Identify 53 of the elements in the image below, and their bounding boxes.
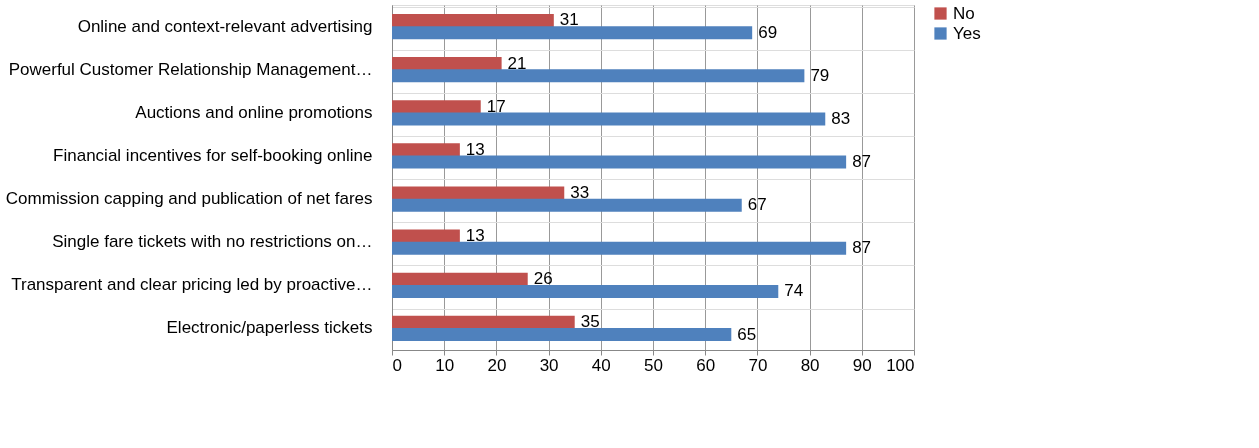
bar <box>392 272 528 286</box>
data-label: 69 <box>758 22 778 42</box>
x-tick-label: 60 <box>696 355 716 375</box>
bar <box>392 14 554 27</box>
y-tick-label: Transparent and clear pricing led by proactive… <box>11 275 373 295</box>
x-tick-label: 0 <box>392 355 402 375</box>
bar <box>392 112 826 126</box>
bar <box>392 315 575 329</box>
bar <box>392 186 565 200</box>
x-tick-label: 30 <box>539 355 559 375</box>
y-tick-label: Commission capping and publication of net fares <box>5 189 373 209</box>
data-label: 33 <box>570 183 590 202</box>
data-label: 17 <box>486 96 506 116</box>
data-label: 13 <box>465 226 485 246</box>
x-tick-label: 50 <box>644 355 663 375</box>
legend-label: Yes <box>953 23 981 43</box>
data-label: 87 <box>852 152 872 171</box>
data-label: 87 <box>852 238 872 258</box>
data-label: 67 <box>747 195 767 215</box>
data-label: 83 <box>831 108 851 128</box>
data-label: 79 <box>810 65 830 85</box>
bar <box>392 328 732 341</box>
data-label: 26 <box>533 269 553 289</box>
y-tick-label: Financial incentives for self-booking online <box>53 145 373 165</box>
y-tick-label: Online and context-relevant advertising <box>77 16 373 36</box>
data-label: 31 <box>559 10 579 30</box>
data-label: 35 <box>580 312 600 332</box>
data-label: 13 <box>465 139 485 159</box>
x-tick-label: 80 <box>800 355 820 375</box>
bar <box>392 100 481 114</box>
y-tick-label: Auctions and online promotions <box>135 102 373 122</box>
bar <box>392 69 805 83</box>
data-label: 65 <box>737 324 757 344</box>
x-tick-label: 90 <box>852 355 872 375</box>
x-tick-label: 20 <box>487 355 507 375</box>
data-label: 21 <box>507 53 527 73</box>
bar <box>392 155 847 169</box>
bar <box>392 229 460 243</box>
x-tick-label: 70 <box>748 355 768 375</box>
x-tick-label: 40 <box>591 355 611 375</box>
data-label: 74 <box>784 281 804 301</box>
bar <box>392 198 742 212</box>
x-tick-label: 100 <box>886 355 915 375</box>
y-tick-label: Electronic/paperless tickets <box>166 318 373 338</box>
y-tick-label: Single fare tickets with no restrictions on… <box>52 232 373 252</box>
bar <box>392 57 502 71</box>
legend-label: No <box>953 3 975 23</box>
bar <box>392 143 460 157</box>
y-tick-label: Powerful Customer Relationship Management… <box>8 59 373 79</box>
x-tick-label: 10 <box>435 355 455 375</box>
bar <box>392 284 779 298</box>
bar <box>392 241 847 255</box>
bar <box>392 26 753 40</box>
